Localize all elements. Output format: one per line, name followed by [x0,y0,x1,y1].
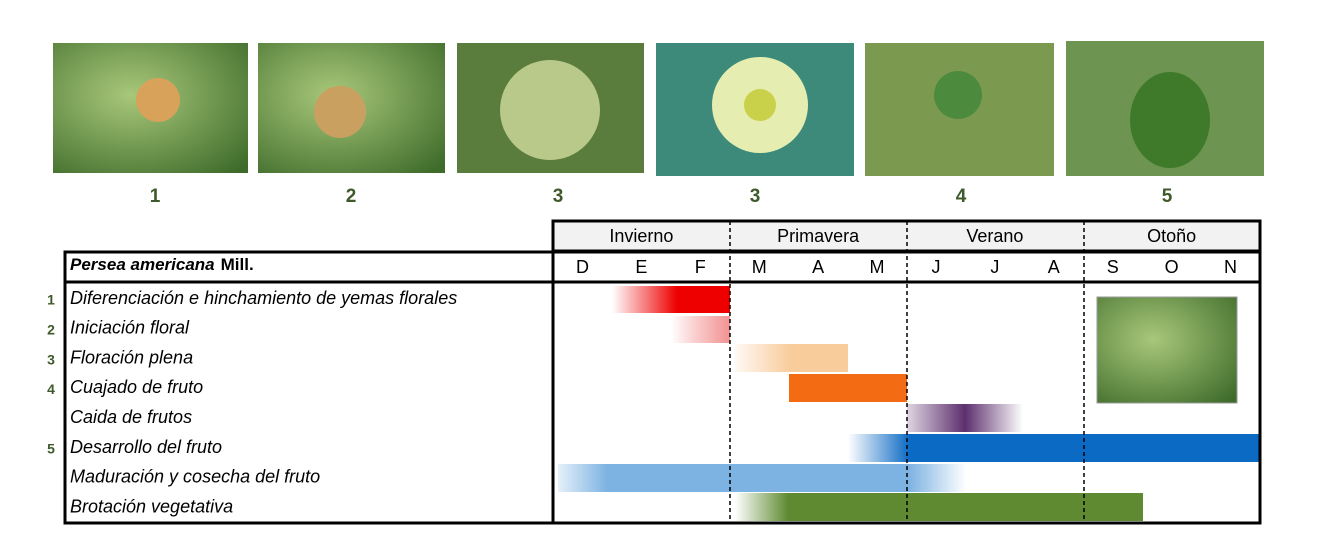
fruitlet [934,71,982,119]
season: Otoño [1147,226,1196,246]
row-label: Brotación vegetativa [70,496,233,516]
bar [671,316,730,343]
month: O [1165,257,1179,277]
row-label: Diferenciación e hinchamiento de yemas f… [70,288,457,308]
month: J [931,257,940,277]
row-label: Desarrollo del fruto [70,437,222,457]
row-label: Maduración y cosecha del fruto [70,467,320,487]
bar [558,464,966,492]
row-label: Floración plena [70,347,193,367]
species-header: Persea americana Mill. [70,255,254,274]
bar [907,404,1023,432]
row-label: Iniciación floral [70,318,190,338]
photo-caption: 5 [1162,186,1173,207]
inset-photo [1096,296,1238,404]
month: E [635,257,647,277]
month: A [812,257,824,277]
table-grid [63,219,1262,525]
season: Verano [966,226,1023,246]
photo-caption: 3 [553,186,564,207]
season: Primavera [777,226,860,246]
species: Persea americana [70,255,215,274]
bars [558,286,1260,521]
photo-caption: 3 [750,186,761,207]
month: M [870,257,885,277]
inflorescence [500,60,600,160]
season: Invierno [609,226,673,246]
bar [789,374,907,402]
month: F [695,257,706,277]
row-label: Caida de frutos [70,407,192,427]
month: D [576,257,589,277]
avocado [1130,72,1210,168]
flower-center [744,89,776,121]
body [63,280,1262,525]
month: M [752,257,767,277]
row-number: 1 [47,292,55,308]
month: A [1048,257,1060,277]
bar [612,286,730,313]
bud [136,78,180,122]
month: J [990,257,999,277]
row-number: 5 [47,441,55,457]
authority: Mill. [221,255,254,274]
row-number: 3 [47,351,55,367]
photo-caption: 1 [150,186,161,207]
bar [848,434,1260,462]
photo-caption: 2 [346,186,357,207]
bar [735,344,848,372]
bar [735,493,1143,521]
row-number: 4 [47,381,55,397]
row-label: Cuajado de fruto [70,377,203,397]
bud [314,86,366,138]
row-number: 2 [47,322,55,338]
photo-caption: 4 [956,186,967,207]
month: S [1107,257,1119,277]
month: N [1224,257,1237,277]
photos [53,41,1264,176]
